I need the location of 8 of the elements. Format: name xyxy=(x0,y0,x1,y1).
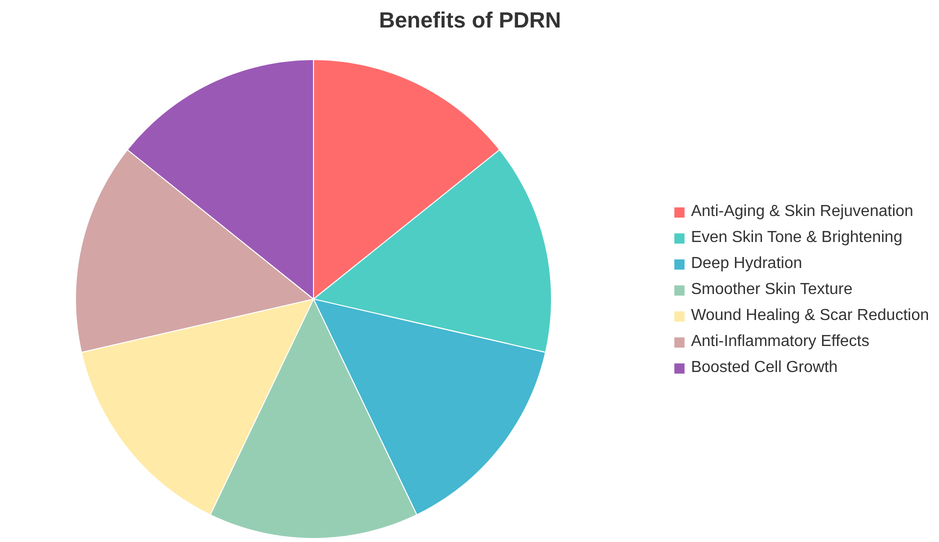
legend-label: Boosted Cell Growth xyxy=(690,358,838,376)
legend-label: Anti-Aging & Skin Rejuvenation xyxy=(690,202,914,220)
legend-label: Anti-Inflammatory Effects xyxy=(690,332,870,350)
chart-title: Benefits of PDRN xyxy=(378,8,562,32)
legend-label: Even Skin Tone & Brightening xyxy=(690,228,902,246)
legend-label: Wound Healing & Scar Reduction xyxy=(690,306,929,324)
legend-label: Smoother Skin Texture xyxy=(690,280,852,298)
legend-label: Deep Hydration xyxy=(690,254,802,272)
